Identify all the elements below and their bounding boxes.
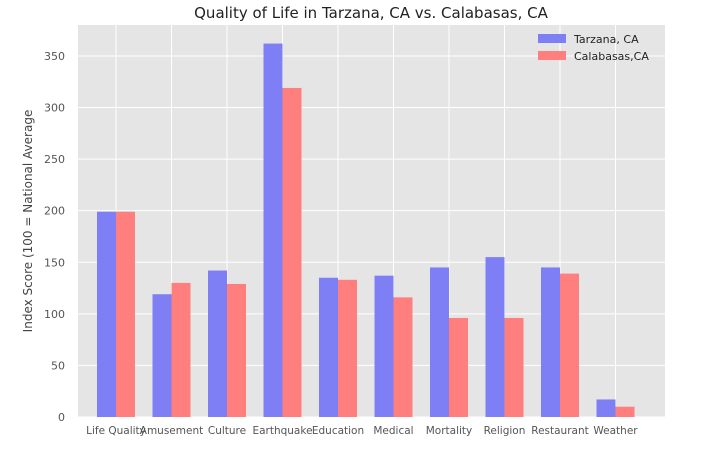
chart-title: Quality of Life in Tarzana, CA vs. Calab… bbox=[194, 4, 548, 22]
bar-tarzana bbox=[541, 267, 560, 417]
bar-calabasas bbox=[393, 297, 413, 417]
y-tick-label: 0 bbox=[58, 411, 65, 424]
x-tick-label: Education bbox=[312, 425, 364, 437]
legend: Tarzana, CA Calabasas,CA bbox=[538, 33, 649, 63]
x-tick-label: Life Quality bbox=[86, 425, 146, 437]
bar-tarzana bbox=[152, 294, 172, 417]
y-tick-label: 300 bbox=[44, 102, 65, 115]
bar-tarzana bbox=[596, 399, 616, 417]
bar-calabasas bbox=[504, 317, 524, 417]
y-tick-labels: 0 50 100 150 200 250 300 350 bbox=[44, 50, 65, 424]
bar-tarzana bbox=[485, 257, 505, 417]
bar-tarzana bbox=[374, 275, 394, 417]
bar-calabasas bbox=[560, 273, 579, 417]
bar-calabasas bbox=[171, 282, 191, 417]
bar-tarzana bbox=[208, 270, 227, 417]
bar-tarzana bbox=[263, 43, 283, 417]
y-tick-label: 50 bbox=[51, 359, 65, 372]
x-tick-label: Mortality bbox=[426, 425, 473, 437]
x-tick-label: Culture bbox=[208, 425, 246, 437]
y-tick-label: 200 bbox=[44, 205, 65, 218]
bar-tarzana bbox=[430, 267, 449, 417]
bar-calabasas bbox=[282, 87, 302, 417]
bar-calabasas bbox=[338, 279, 357, 417]
bar-calabasas bbox=[227, 283, 246, 417]
y-tick-label: 150 bbox=[44, 256, 65, 269]
legend-swatch-tarzana bbox=[538, 34, 566, 43]
bar-calabasas bbox=[615, 406, 635, 417]
x-tick-label: Amusement bbox=[140, 425, 203, 437]
x-tick-label: Weather bbox=[593, 425, 638, 437]
bars bbox=[97, 43, 635, 417]
bar-tarzana bbox=[319, 277, 338, 417]
x-tick-label: Earthquake bbox=[252, 425, 312, 437]
y-tick-label: 250 bbox=[44, 153, 65, 166]
x-tick-label: Medical bbox=[373, 425, 413, 437]
bar-tarzana bbox=[97, 211, 116, 417]
bar-calabasas bbox=[116, 211, 135, 417]
legend-swatch-calabasas bbox=[538, 51, 566, 60]
y-axis-label: Index Score (100 = National Average bbox=[21, 110, 35, 333]
legend-label-calabasas: Calabasas,CA bbox=[574, 50, 649, 63]
bar-calabasas bbox=[449, 317, 468, 417]
x-tick-label: Religion bbox=[484, 425, 526, 437]
y-tick-label: 350 bbox=[44, 50, 65, 63]
y-tick-label: 100 bbox=[44, 308, 65, 321]
x-tick-label: Restaurant bbox=[531, 425, 588, 437]
legend-label-tarzana: Tarzana, CA bbox=[573, 33, 639, 46]
